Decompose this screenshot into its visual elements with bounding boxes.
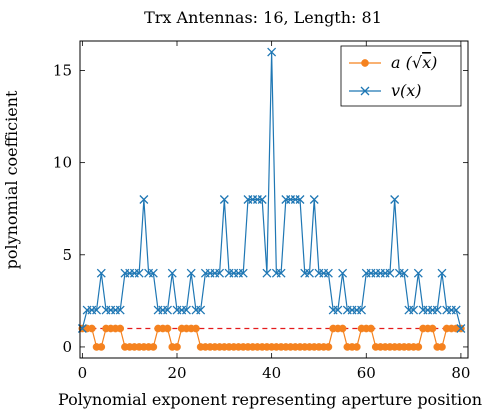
data-point-circle: [428, 324, 437, 333]
data-point-x: [148, 268, 158, 278]
axes-frame: [79, 40, 469, 359]
data-point-circle: [163, 324, 172, 333]
data-point-x: [338, 268, 348, 278]
data-point-x: [437, 268, 447, 278]
x-tick-label: 80: [451, 364, 470, 382]
data-point-x: [257, 195, 267, 204]
data-point-circle: [352, 343, 361, 351]
legend: a (√x) v(x): [340, 45, 462, 107]
data-point-circle: [97, 343, 106, 351]
data-point-x: [309, 195, 319, 204]
data-point-x: [432, 305, 442, 315]
data-point-x: [139, 195, 149, 204]
chart-title: Trx Antennas: 16, Length: 81: [144, 8, 382, 27]
series-a: [78, 324, 465, 351]
y-tick-label: 15: [53, 61, 72, 79]
data-point-x: [163, 305, 172, 315]
legend-box: [340, 45, 462, 107]
data-point-x: [390, 195, 400, 204]
data-point-x: [451, 305, 461, 315]
data-point-x: [262, 268, 272, 278]
data-point-circle: [414, 343, 423, 351]
x-tick-label: 40: [262, 364, 281, 382]
data-point-x: [134, 268, 144, 278]
data-point-circle: [338, 324, 347, 333]
y-tick-label: 0: [62, 338, 72, 356]
legend-entry: v(x): [349, 81, 422, 100]
data-point-x: [96, 268, 106, 278]
data-point-x: [219, 195, 229, 204]
data-point-x: [238, 268, 248, 278]
legend-label: a (√x): [391, 53, 437, 72]
data-point-x: [456, 324, 466, 333]
x-tick-label: 0: [78, 364, 88, 382]
data-point-circle: [438, 343, 446, 351]
data-point-x: [92, 305, 102, 315]
plot-area: [77, 47, 466, 351]
data-point-x: [186, 268, 196, 278]
data-point-x: [333, 305, 343, 315]
y-tick-label: 10: [53, 154, 72, 172]
data-point-circle: [87, 324, 96, 333]
data-point-x: [399, 268, 409, 278]
data-point-x: [182, 305, 191, 315]
x-tick-label: 20: [167, 364, 186, 382]
data-point-circle: [116, 324, 125, 333]
legend-entry: a (√x): [349, 53, 437, 72]
series-v: [77, 47, 466, 333]
data-point-x: [115, 305, 125, 315]
data-point-x: [409, 305, 419, 315]
data-point-circle: [192, 324, 200, 333]
data-point-circle: [173, 343, 181, 351]
legend-marker: [360, 86, 370, 96]
data-point-x: [385, 268, 395, 278]
data-point-circle: [324, 343, 333, 351]
data-point-x: [357, 305, 366, 315]
data-point-circle: [367, 324, 375, 333]
data-point-x: [276, 268, 286, 278]
data-point-x: [196, 305, 206, 315]
legend-marker: [361, 59, 369, 67]
data-point-circle: [149, 343, 158, 351]
y-axis-label: polynomial coefficient: [2, 90, 21, 269]
data-point-x: [323, 268, 333, 278]
data-point-x: [167, 268, 177, 278]
data-point-x: [413, 268, 423, 278]
data-point-x: [215, 268, 225, 278]
data-point-x: [305, 268, 314, 278]
data-point-x: [267, 47, 277, 57]
x-tick-label: 60: [357, 364, 376, 382]
legend-label: v(x): [391, 81, 422, 100]
y-tick-label: 5: [62, 246, 72, 264]
x-axis-label: Polynomial exponent representing apertur…: [58, 390, 482, 409]
data-point-x: [295, 195, 305, 204]
